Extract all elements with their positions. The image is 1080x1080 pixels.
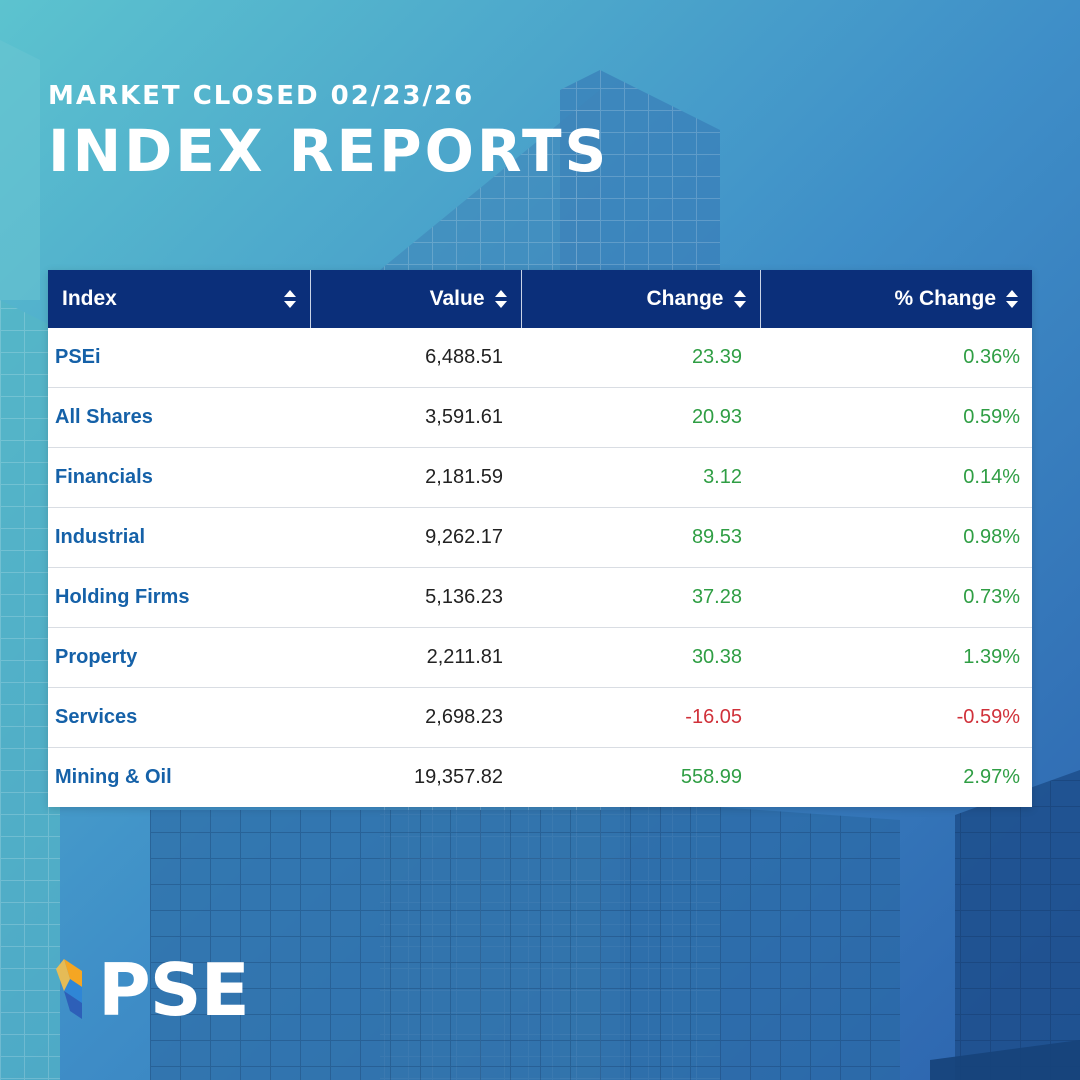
index-change: 23.39 (691, 346, 742, 368)
index-pct-change: 0.36% (963, 346, 1020, 368)
headline: MARKET CLOSED 02/23/26 INDEX REPORTS (48, 80, 609, 186)
table-row: PSEi 6,488.51 23.39 0.36% (48, 328, 1032, 388)
column-header-label: Change (646, 287, 724, 310)
index-name-link[interactable]: All Shares (48, 387, 310, 448)
index-change: 3.12 (521, 447, 760, 508)
index-value: 3,591.61 (310, 387, 521, 448)
page-title: INDEX REPORTS (48, 117, 610, 185)
index-pct-change: 0.73% (760, 567, 1032, 628)
table-row: Financials 2,181.59 3.12 0.14% (48, 447, 1032, 508)
index-name-link[interactable]: Property (48, 627, 310, 688)
sort-icon[interactable] (733, 290, 746, 309)
index-pct-change: 0.59% (760, 387, 1032, 448)
index-pct-change: 0.14% (760, 447, 1032, 508)
column-header-index[interactable]: Index (48, 270, 311, 328)
column-header-label: Value (429, 287, 485, 310)
index-value: 5,136.23 (310, 567, 521, 628)
sort-icon[interactable] (494, 290, 507, 309)
table-row: All Shares 3,591.61 20.93 0.59% (48, 387, 1032, 448)
index-change: -16.05 (521, 687, 760, 748)
column-header-pct-change[interactable]: % Change (760, 270, 1032, 328)
table-header-row: Index Value Change % Change (48, 270, 1032, 328)
table-row: Services 2,698.23 -16.05 -0.59% (48, 687, 1032, 748)
sort-icon[interactable] (1006, 290, 1018, 309)
table-row: Property 2,211.81 30.38 1.39% (48, 627, 1032, 688)
index-value: 19,357.82 (310, 747, 521, 807)
index-change: 20.93 (521, 387, 760, 448)
index-name-link[interactable]: Services (48, 687, 310, 748)
index-value: 6,488.51 (425, 346, 503, 368)
index-pct-change: -0.59% (760, 687, 1032, 748)
market-status-subtitle: MARKET CLOSED 02/23/26 (48, 81, 475, 111)
index-value: 9,262.17 (310, 507, 521, 568)
pse-logo-icon (56, 959, 82, 1019)
index-pct-change: 0.98% (760, 507, 1032, 568)
index-change: 558.99 (521, 747, 760, 807)
index-change: 37.28 (521, 567, 760, 628)
table-row: Mining & Oil 19,357.82 558.99 2.97% (48, 747, 1032, 807)
table-row: Holding Firms 5,136.23 37.28 0.73% (48, 567, 1032, 628)
column-header-label: % Change (894, 287, 996, 310)
index-name-link[interactable]: Financials (48, 447, 310, 508)
index-change: 30.38 (521, 627, 760, 688)
index-pct-change: 2.97% (760, 747, 1032, 807)
index-value: 2,181.59 (310, 447, 521, 508)
index-value: 2,698.23 (310, 687, 521, 748)
index-pct-change: 1.39% (760, 627, 1032, 688)
pse-logo-text: PSE (98, 948, 250, 1032)
table-row: Industrial 9,262.17 89.53 0.98% (48, 507, 1032, 568)
index-value: 2,211.81 (310, 627, 521, 688)
index-name-link[interactable]: Holding Firms (48, 567, 310, 628)
sort-icon[interactable] (283, 290, 296, 308)
index-reports-table: Index Value Change % Change PSEi 6,488.5… (48, 270, 1032, 807)
index-change: 89.53 (521, 507, 760, 568)
index-name-link[interactable]: Industrial (48, 507, 310, 568)
pse-logo: PSE (56, 948, 250, 1032)
column-header-label: Index (62, 287, 117, 310)
column-header-change[interactable]: Change (521, 270, 761, 328)
index-name-link[interactable]: PSEi (55, 346, 101, 368)
index-name-link[interactable]: Mining & Oil (48, 747, 310, 807)
column-header-value[interactable]: Value (310, 270, 522, 328)
